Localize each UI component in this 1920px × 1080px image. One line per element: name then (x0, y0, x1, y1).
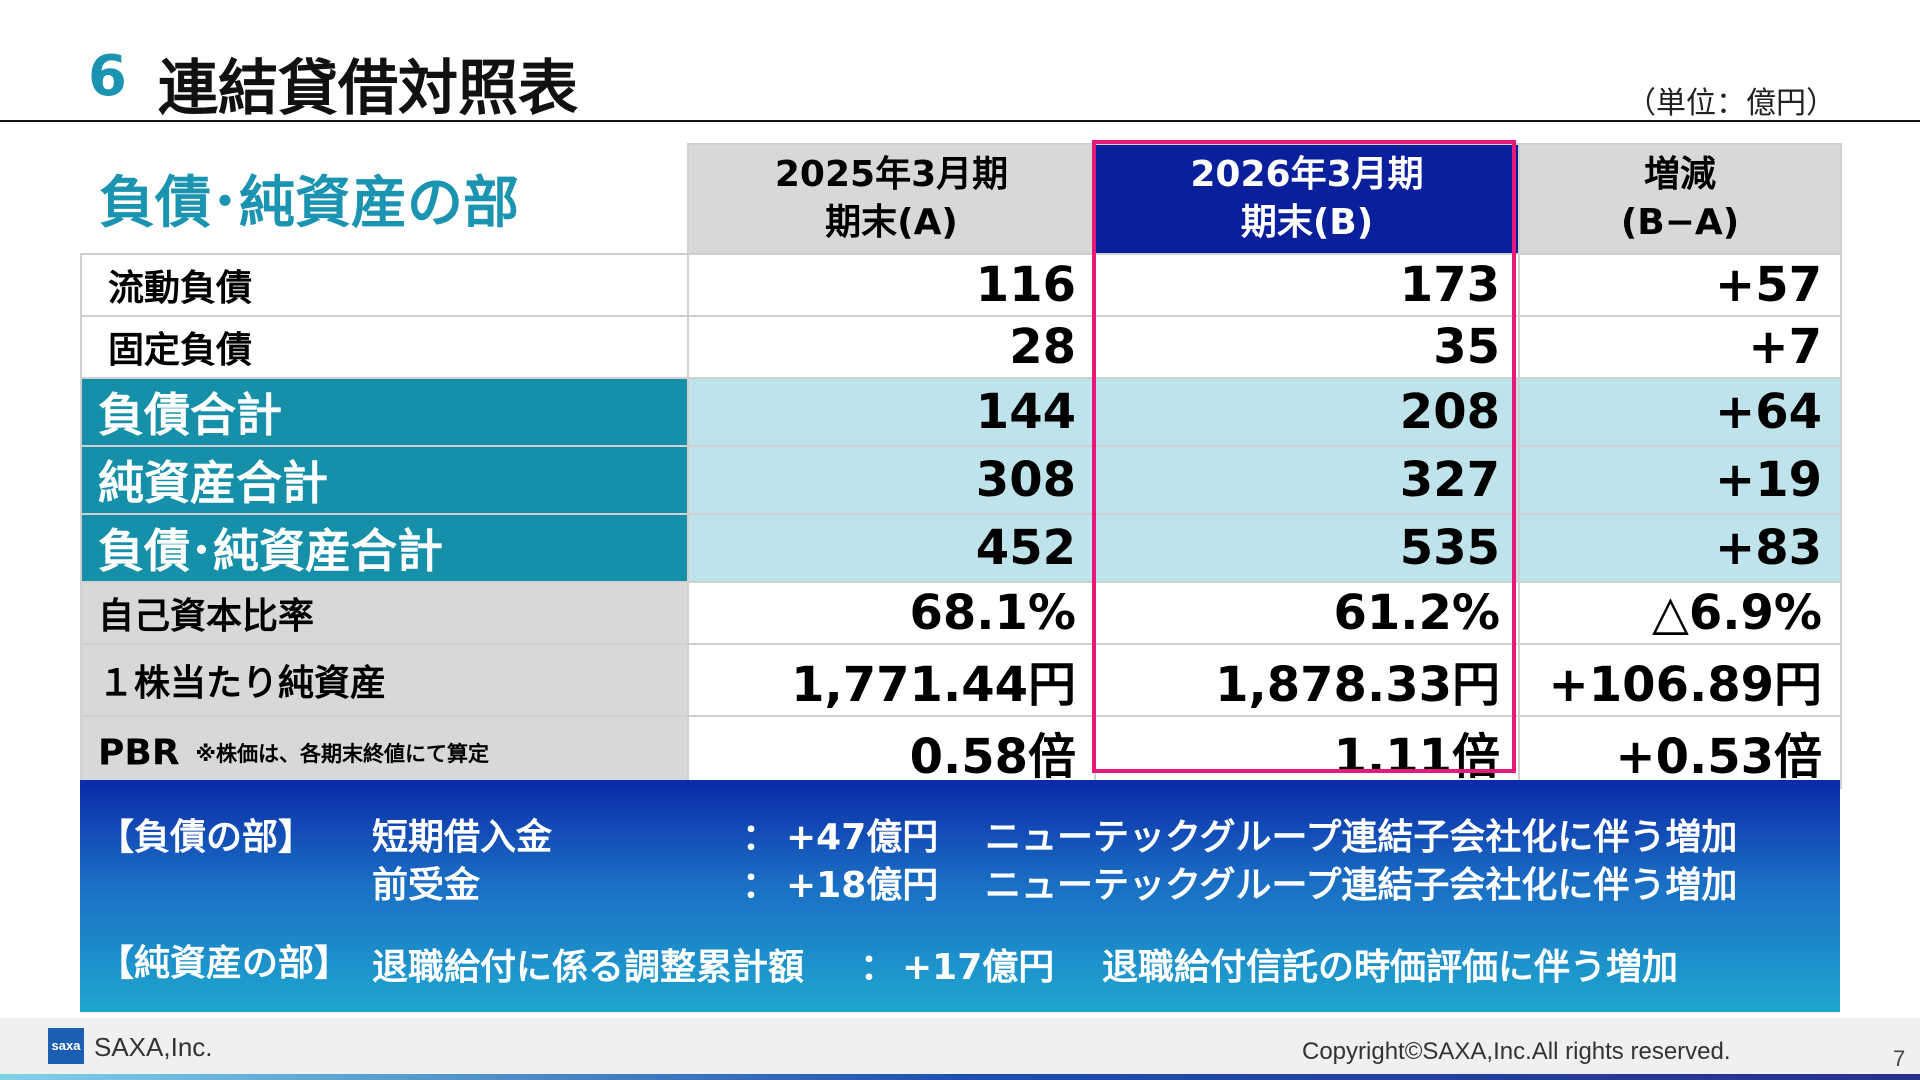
copyright: Copyright©SAXA,Inc.All rights reserved. (1302, 1038, 1731, 1065)
note-item: 短期借入金 (372, 817, 553, 858)
row-label: PBR ※株価は、各期末終値にて算定 (80, 715, 689, 789)
table-row: 自己資本比率 68.1% 61.2% △6.9% (80, 581, 1842, 645)
cell-change: +7 (1518, 315, 1842, 379)
section-label: 負債･純資産の部 (99, 171, 519, 236)
cell-prev: 144 (687, 377, 1096, 447)
note-item: 前受金 (372, 865, 481, 906)
cell-current: 35 (1094, 315, 1520, 379)
cell-prev: 1,771.44円 (687, 643, 1096, 717)
title-divider (0, 120, 1920, 122)
row-label: 純資産合計 (80, 445, 689, 515)
table-row: 負債合計 144 208 +64 (80, 377, 1842, 447)
cell-change: +57 (1518, 253, 1842, 317)
column-header-line1: 2026年3月期 (1190, 154, 1424, 195)
note-separator: ： (860, 947, 897, 988)
pbr-note: ※株価は、各期末終値にて算定 (195, 741, 489, 766)
cell-change: +83 (1518, 513, 1842, 583)
cell-change: △6.9% (1518, 581, 1842, 645)
row-label: １株当たり純資産 (80, 643, 689, 717)
table-row: 流動負債 116 173 +57 (80, 253, 1842, 317)
note-reason: ニューテックグループ連結子会社化に伴う増加 (985, 817, 1738, 858)
cell-prev: 0.58倍 (687, 715, 1096, 789)
column-header-line1: 2025年3月期 (774, 154, 1009, 195)
company-logo-icon: saxa (48, 1028, 84, 1064)
section-number: 6 (88, 44, 127, 109)
column-header-line2: 期末(B) (1240, 202, 1374, 243)
table-row: １株当たり純資産 1,771.44円 1,878.33円 +106.89円 (80, 643, 1842, 717)
note-separator: ： (742, 817, 779, 858)
footer-accent-line (0, 1074, 1920, 1080)
cell-current: 1,878.33円 (1094, 643, 1520, 717)
row-label: 流動負債 (80, 253, 689, 317)
note-amount: +17億円 (902, 947, 1055, 988)
table-row: PBR ※株価は、各期末終値にて算定 0.58倍 1.11倍 +0.53倍 (80, 715, 1842, 789)
net-assets-heading: 【純資産の部】 (98, 943, 351, 984)
cell-change: +106.89円 (1518, 643, 1842, 717)
column-header-prev-year: 2025年3月期 期末(A) (687, 143, 1096, 255)
page-number: 7 (1893, 1046, 1906, 1071)
cell-current: 61.2% (1094, 581, 1520, 645)
table-row: 負債･純資産合計 452 535 +83 (80, 513, 1842, 583)
cell-prev: 452 (687, 513, 1096, 583)
note-amount: +47億円 (786, 817, 939, 858)
cell-change: +0.53倍 (1518, 715, 1842, 789)
cell-current: 208 (1094, 377, 1520, 447)
liabilities-heading: 【負債の部】 (98, 817, 315, 858)
column-header-current-year: 2026年3月期 期末(B) (1094, 143, 1520, 255)
column-header-line2: 期末(A) (825, 202, 958, 243)
row-label: 負債合計 (80, 377, 689, 447)
footer (0, 1018, 1920, 1080)
column-header-line2: (B−A) (1620, 202, 1740, 243)
pbr-label: PBR (98, 732, 180, 774)
balance-sheet-table: 負債･純資産の部 2025年3月期 期末(A) 2026年3月期 期末(B) 増減 (… (80, 143, 1842, 789)
row-label: 自己資本比率 (80, 581, 689, 645)
notes-panel: 【負債の部】 短期借入金 ： +47億円 ニューテックグループ連結子会社化に伴う… (80, 780, 1840, 1012)
note-reason: ニューテックグループ連結子会社化に伴う増加 (985, 865, 1738, 906)
note-reason: 退職給付信託の時価評価に伴う増加 (1102, 947, 1679, 988)
column-header-line1: 増減 (1643, 154, 1716, 195)
cell-prev: 28 (687, 315, 1096, 379)
cell-current: 327 (1094, 445, 1520, 515)
row-label: 固定負債 (80, 315, 689, 379)
cell-prev: 68.1% (687, 581, 1096, 645)
company-name: SAXA,Inc. (94, 1032, 213, 1062)
cell-prev: 116 (687, 253, 1096, 317)
column-header-change: 増減 (B−A) (1518, 143, 1842, 255)
cell-current: 535 (1094, 513, 1520, 583)
table-row: 純資産合計 308 327 +19 (80, 445, 1842, 515)
table-header-row: 負債･純資産の部 2025年3月期 期末(A) 2026年3月期 期末(B) 増減 (… (81, 143, 1842, 255)
note-amount: +18億円 (786, 865, 939, 906)
cell-change: +64 (1518, 377, 1842, 447)
note-item: 退職給付に係る調整累計額 (372, 947, 805, 988)
table-row: 固定負債 28 35 +7 (80, 315, 1842, 379)
cell-current: 173 (1094, 253, 1520, 317)
row-label: 負債･純資産合計 (80, 513, 689, 583)
cell-prev: 308 (687, 445, 1096, 515)
unit-label: （単位：億円） (1626, 86, 1836, 121)
note-separator: ： (742, 865, 779, 906)
cell-current: 1.11倍 (1094, 715, 1520, 789)
cell-change: +19 (1518, 445, 1842, 515)
page-title: 連結貸借対照表 (158, 54, 578, 124)
